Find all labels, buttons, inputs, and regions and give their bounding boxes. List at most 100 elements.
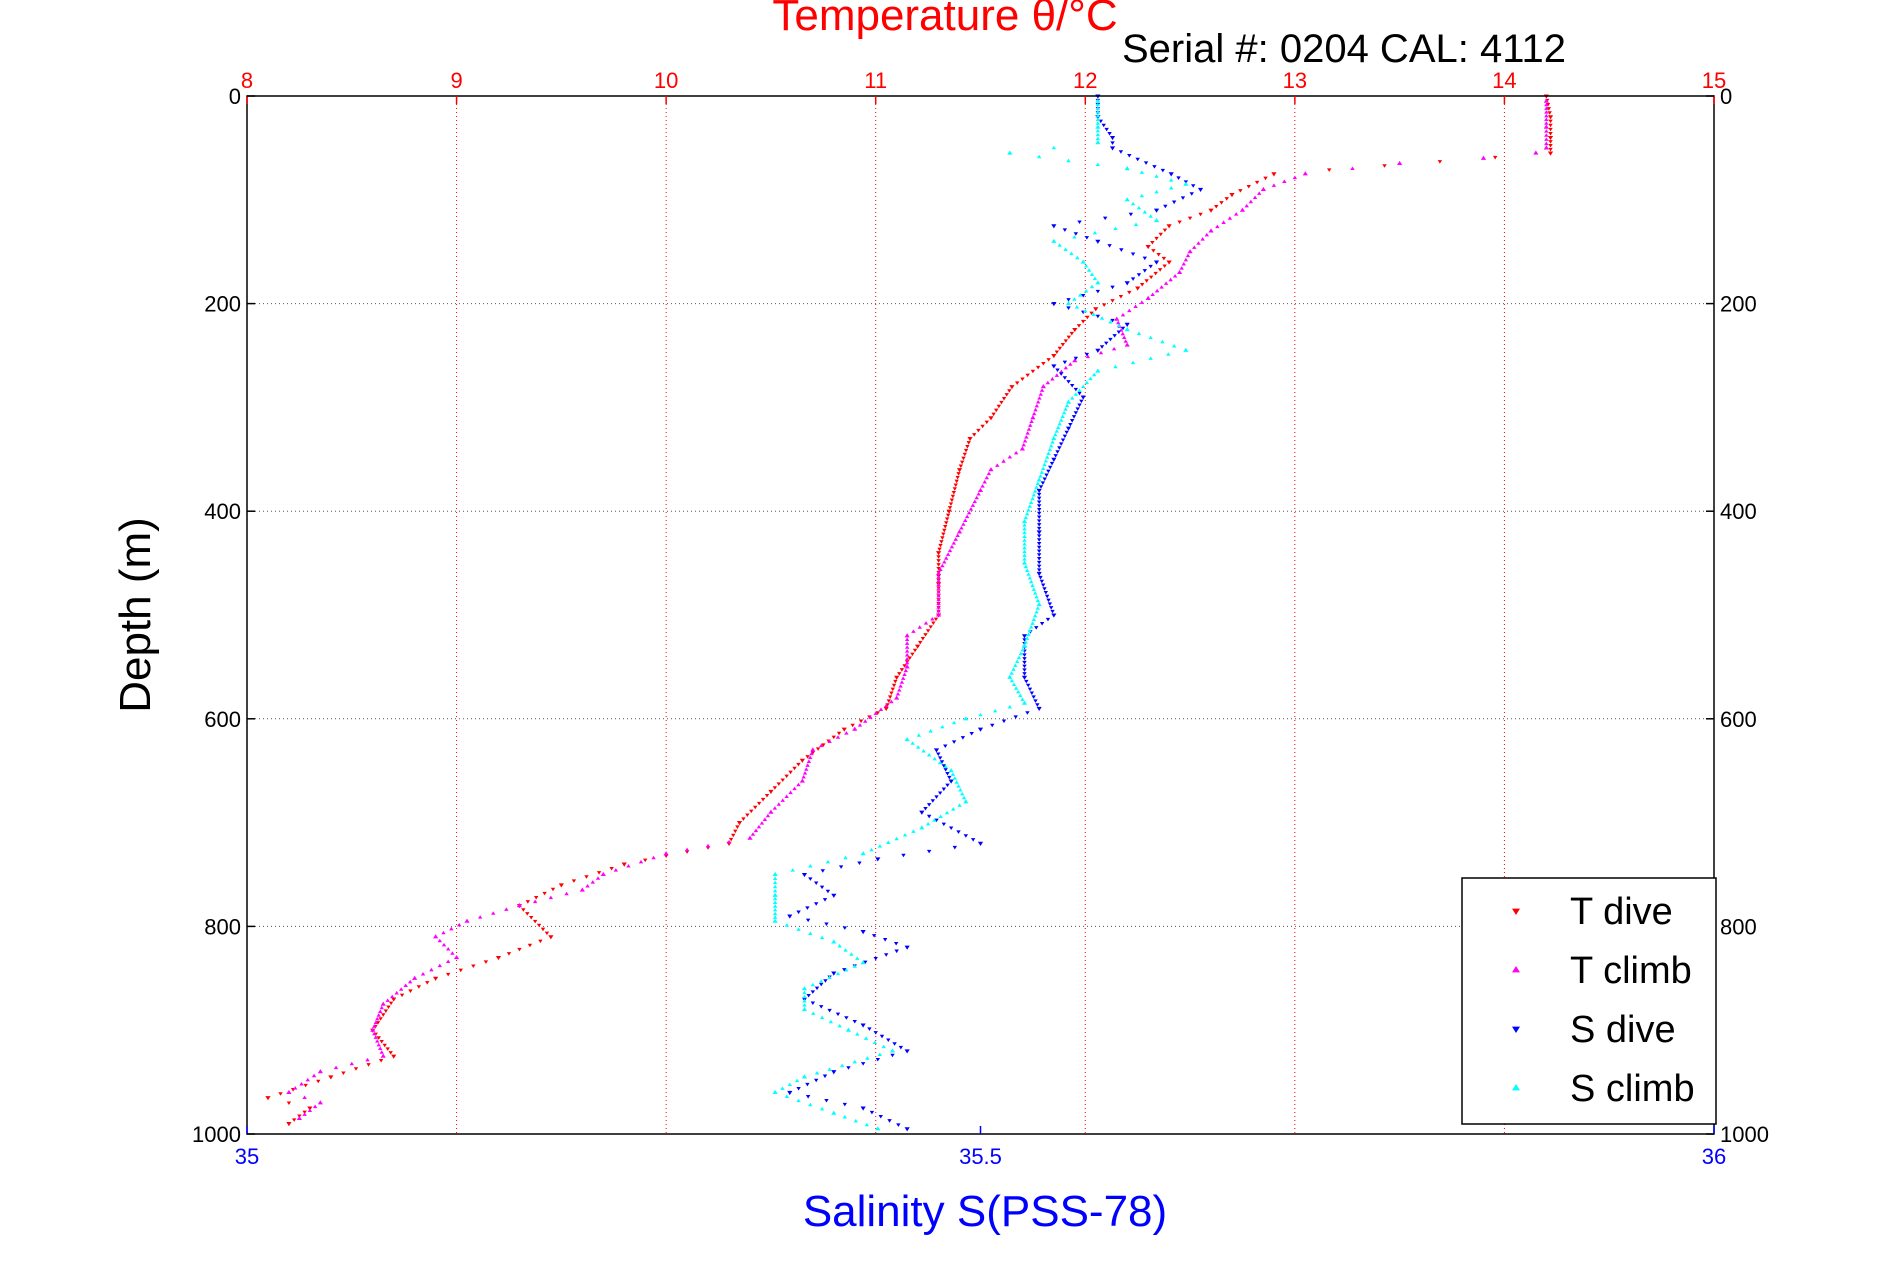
data-point — [776, 782, 781, 786]
data-point — [731, 833, 736, 838]
data-point — [959, 525, 964, 530]
data-point — [1124, 281, 1130, 286]
data-point — [972, 433, 977, 437]
data-point — [1169, 185, 1174, 190]
data-point — [802, 1003, 807, 1007]
data-point — [1080, 384, 1086, 388]
data-point — [1548, 140, 1553, 144]
data-point — [433, 934, 439, 939]
data-point — [936, 597, 941, 602]
data-point — [663, 851, 669, 856]
data-point — [1095, 132, 1101, 137]
data-point — [1162, 264, 1167, 268]
data-point — [299, 1081, 304, 1086]
data-point — [1057, 346, 1063, 351]
data-point — [1021, 675, 1028, 680]
data-point — [784, 1094, 790, 1098]
data-point — [1107, 244, 1112, 248]
data-point — [596, 871, 602, 875]
data-point — [1239, 207, 1246, 212]
data-point — [871, 934, 877, 938]
data-point — [1063, 407, 1068, 411]
data-point — [1091, 372, 1097, 377]
data-point — [877, 1052, 883, 1056]
depth-tick-label-left: 600 — [204, 707, 241, 732]
data-point — [1049, 461, 1055, 466]
data-point — [1148, 335, 1153, 340]
data-point — [936, 563, 941, 567]
data-point — [1062, 228, 1068, 232]
data-point — [889, 699, 894, 704]
depth-tick-label-left: 800 — [204, 914, 241, 939]
data-point — [1020, 697, 1025, 701]
data-point — [825, 889, 831, 894]
data-point — [1114, 316, 1120, 321]
data-point — [831, 971, 837, 976]
data-point — [988, 467, 994, 472]
data-point — [388, 1001, 394, 1006]
data-point — [819, 1005, 824, 1009]
data-point — [1143, 161, 1149, 165]
data-point — [901, 853, 906, 858]
data-point — [1153, 260, 1160, 265]
data-point — [1020, 647, 1025, 652]
data-point — [471, 964, 476, 969]
data-point — [1107, 132, 1112, 136]
data-point — [1018, 693, 1023, 698]
data-point — [904, 649, 910, 653]
data-point — [378, 1058, 384, 1063]
data-point — [303, 1083, 308, 1088]
data-point — [1036, 564, 1042, 569]
data-point — [845, 1027, 852, 1032]
temperature-tick-label: 9 — [450, 68, 462, 93]
data-point — [1023, 640, 1029, 644]
data-point — [869, 1110, 875, 1115]
data-point — [1544, 106, 1549, 110]
data-point — [937, 756, 943, 760]
data-point — [948, 826, 954, 830]
data-point — [802, 998, 807, 1003]
data-point — [784, 774, 789, 779]
data-point — [772, 892, 778, 897]
data-point — [1018, 651, 1024, 656]
data-point — [945, 771, 950, 776]
data-point — [956, 468, 963, 473]
data-point — [772, 900, 778, 904]
data-point — [1095, 110, 1101, 114]
data-point — [910, 652, 915, 657]
data-point — [1547, 151, 1554, 156]
data-point — [936, 578, 941, 583]
data-point — [1110, 285, 1115, 290]
data-point — [1172, 273, 1178, 278]
data-point — [390, 994, 395, 999]
data-point — [992, 708, 998, 713]
data-point — [1038, 474, 1043, 478]
data-point — [904, 633, 910, 638]
data-point — [407, 979, 413, 984]
data-point — [893, 679, 898, 684]
data-point — [1292, 175, 1298, 180]
data-point — [1168, 172, 1174, 177]
data-point — [784, 923, 790, 927]
data-point — [753, 805, 758, 810]
data-point — [1001, 459, 1006, 463]
data-point — [1001, 719, 1007, 724]
data-point — [458, 968, 463, 973]
data-point — [819, 935, 825, 940]
data-point — [810, 982, 816, 987]
tick-labels: 8 9 10 11 12 13 14 15 35 35.5 36 0 0 200 200 400 400 600 6… — [192, 68, 1769, 1169]
data-point — [955, 475, 960, 480]
data-point — [1148, 264, 1153, 269]
data-point — [1133, 222, 1139, 227]
data-point — [1080, 259, 1086, 264]
data-point — [1095, 124, 1101, 129]
data-point — [805, 1082, 810, 1087]
data-point — [960, 736, 966, 740]
data-point — [936, 609, 941, 613]
data-point — [902, 672, 907, 677]
data-point — [759, 821, 765, 825]
data-point — [1016, 655, 1022, 660]
data-point — [1031, 617, 1037, 622]
depth-tick-label-right: 0 — [1720, 84, 1732, 109]
data-point — [937, 791, 943, 795]
